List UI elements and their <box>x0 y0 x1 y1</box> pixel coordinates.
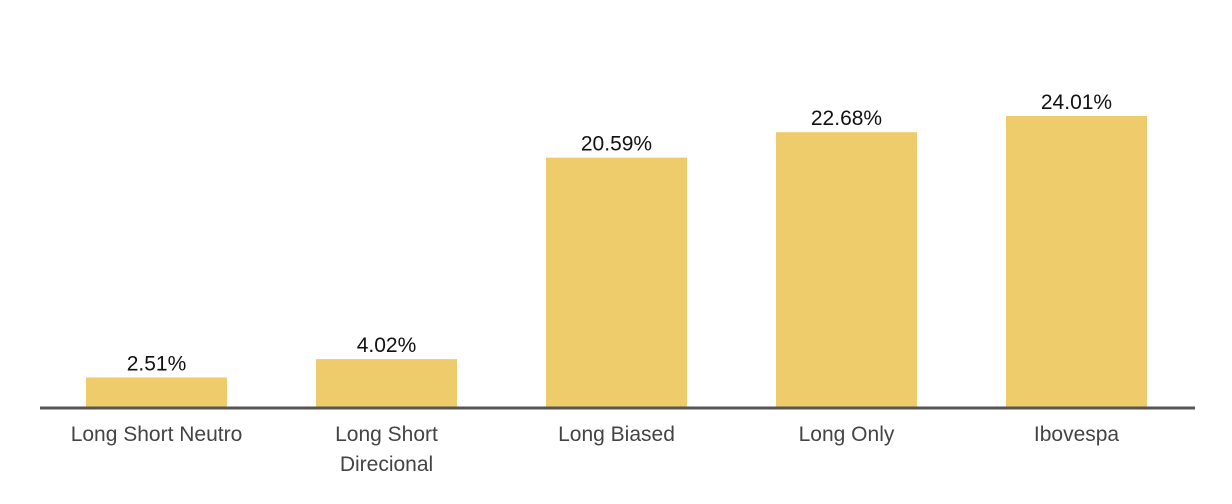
category-label-4: Long Only <box>799 423 895 446</box>
value-label-1: 2.51% <box>127 352 187 375</box>
category-labels-group: Long Short Neutro Long Short DirecionalLon… <box>71 423 1120 476</box>
bar-2 <box>316 359 457 408</box>
category-label-line: Long Short <box>335 423 438 446</box>
category-label-3: Long Biased <box>558 423 675 446</box>
bar-1 <box>86 377 227 408</box>
category-label-line: Long Only <box>799 423 895 446</box>
value-label-4: 22.68% <box>811 107 882 130</box>
bar-4 <box>776 132 917 408</box>
bar-5 <box>1006 116 1147 408</box>
category-label-line: Long Biased <box>558 423 675 446</box>
bars-group <box>86 116 1147 408</box>
category-label-1: Long Short Neutro <box>71 423 243 446</box>
category-label-line: Ibovespa <box>1034 423 1120 446</box>
bar-3 <box>546 157 687 408</box>
category-label-line: Long Short Neutro <box>71 423 243 446</box>
category-label-2: Long Short Direcional <box>335 423 438 476</box>
category-label-5: Ibovespa <box>1034 423 1120 446</box>
value-label-2: 4.02% <box>357 334 417 357</box>
value-label-5: 24.01% <box>1041 91 1112 114</box>
category-label-line: Direcional <box>340 453 433 476</box>
value-labels-group: 2.51% 4.02% 20.59% 22.68% 24.01% <box>127 91 1112 375</box>
value-label-3: 20.59% <box>581 133 652 156</box>
